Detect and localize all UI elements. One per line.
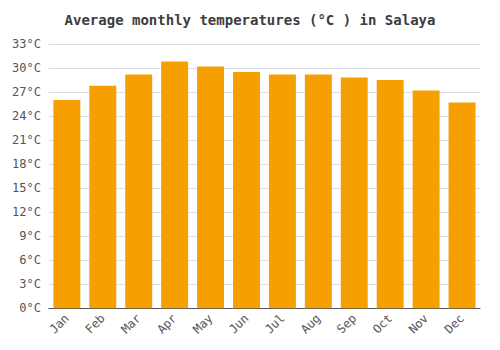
- svg-text:Nov: Nov: [406, 311, 431, 336]
- svg-text:Oct: Oct: [370, 311, 395, 336]
- svg-text:27°C: 27°C: [12, 85, 41, 99]
- svg-text:Apr: Apr: [154, 311, 179, 336]
- svg-text:Jun: Jun: [226, 311, 251, 336]
- svg-text:9°C: 9°C: [19, 229, 41, 243]
- svg-text:3°C: 3°C: [19, 277, 41, 291]
- svg-text:May: May: [190, 311, 215, 336]
- svg-text:Jan: Jan: [47, 311, 72, 336]
- svg-text:Jul: Jul: [262, 311, 287, 336]
- svg-text:21°C: 21°C: [12, 133, 41, 147]
- svg-text:Feb: Feb: [83, 311, 108, 336]
- svg-text:24°C: 24°C: [12, 109, 41, 123]
- svg-text:Dec: Dec: [442, 311, 467, 336]
- svg-text:33°C: 33°C: [12, 37, 41, 51]
- svg-text:30°C: 30°C: [12, 61, 41, 75]
- svg-text:6°C: 6°C: [19, 253, 41, 267]
- svg-text:15°C: 15°C: [12, 181, 41, 195]
- svg-text:Sep: Sep: [334, 311, 359, 336]
- svg-text:Average monthly temperatures (: Average monthly temperatures (°C ) in Sa…: [65, 12, 436, 28]
- svg-text:Mar: Mar: [118, 311, 143, 336]
- svg-text:12°C: 12°C: [12, 205, 41, 219]
- svg-text:Aug: Aug: [298, 311, 323, 336]
- svg-text:18°C: 18°C: [12, 157, 41, 171]
- svg-text:0°C: 0°C: [19, 301, 41, 315]
